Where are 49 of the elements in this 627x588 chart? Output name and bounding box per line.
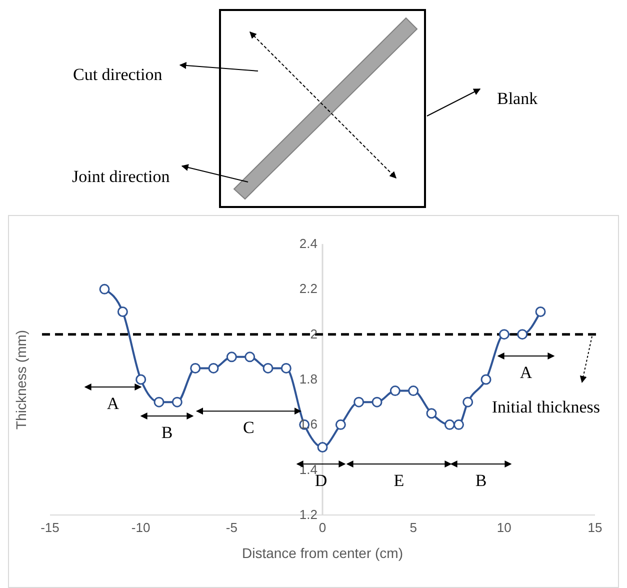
point — [190, 362, 201, 374]
point — [317, 442, 328, 452]
x-tick-label: -5 — [226, 520, 238, 536]
point — [244, 352, 256, 362]
point — [480, 374, 492, 385]
point — [354, 396, 364, 408]
y-tick-label: 1.2 — [299, 507, 318, 522]
point — [444, 419, 455, 430]
point — [117, 306, 128, 317]
ref-line-label: Initial thickness — [492, 397, 600, 416]
point — [426, 408, 437, 419]
point — [262, 362, 274, 374]
text: Joint direction — [72, 167, 170, 186]
point — [154, 396, 164, 408]
point — [498, 329, 510, 340]
annotation: C — [243, 418, 254, 438]
point — [372, 396, 382, 408]
x-tick-label: 5 — [410, 520, 417, 536]
point — [208, 362, 219, 374]
x-tick-label: 10 — [496, 520, 512, 536]
point — [280, 362, 292, 374]
x-tick-label: -15 — [40, 520, 60, 536]
point — [462, 396, 474, 408]
annotation: B — [475, 471, 487, 490]
point — [517, 329, 528, 340]
y-tick-label: 1.8 — [299, 372, 318, 386]
x-tick-label: 0 — [318, 520, 326, 536]
point — [335, 419, 346, 430]
x-tick-label: 15 — [588, 520, 602, 536]
y-tick-label: 2 — [310, 326, 318, 342]
text: Cut direction — [73, 65, 163, 84]
x-tick-label: -10 — [131, 520, 150, 536]
point — [535, 306, 546, 317]
point — [172, 396, 182, 408]
annotation: A — [106, 394, 120, 413]
y-tick-label: 2.2 — [299, 281, 318, 296]
annotation: A — [520, 363, 533, 382]
point — [390, 386, 400, 396]
x-axis-title: Distance from center (cm) — [242, 545, 404, 561]
annotation: E — [394, 471, 404, 490]
point — [99, 284, 110, 294]
point — [226, 352, 237, 362]
annotation: B — [161, 423, 173, 442]
y-tick-label: 2.4 — [299, 236, 318, 251]
point — [136, 374, 146, 385]
y-axis-title: Thickness (mm) — [12, 330, 29, 430]
text: Blank — [497, 89, 538, 108]
point — [454, 419, 464, 430]
point — [408, 386, 419, 396]
